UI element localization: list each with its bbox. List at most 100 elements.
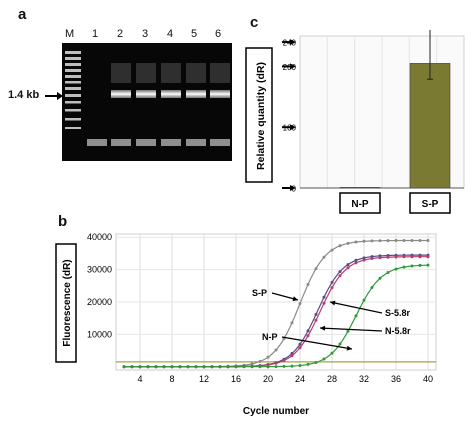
series-point	[322, 301, 326, 305]
x-tick-label: 20	[263, 374, 273, 384]
marker-ladder	[65, 51, 81, 129]
series-point	[146, 365, 150, 369]
gel-image	[62, 43, 232, 161]
annotation-arrowhead	[320, 325, 326, 331]
y-tick-label: 40000	[87, 232, 112, 242]
y-tick-arrowhead	[290, 39, 296, 46]
lane-label: 1	[92, 28, 99, 40]
smear	[111, 63, 230, 83]
series-point	[370, 239, 374, 243]
series-point	[170, 365, 174, 369]
series-point	[346, 241, 350, 245]
panel-c-letter: c	[250, 14, 259, 31]
series-point	[426, 239, 430, 242]
x-tick-label: 36	[391, 374, 401, 384]
x-axis-label: Cycle number	[243, 406, 309, 417]
lane-label: 6	[215, 28, 222, 40]
annotation-label: N-5.8r	[385, 326, 411, 336]
series-point	[338, 342, 342, 346]
series-point	[378, 239, 382, 243]
y-tick-label: 240	[283, 39, 297, 48]
series-point	[178, 365, 182, 369]
series-point	[314, 267, 318, 271]
series-point	[362, 298, 366, 302]
series-point	[386, 255, 390, 259]
y-tick-arrowhead	[290, 124, 296, 131]
line-plot-area: 4 8 12 16 20 24 28 32 36 40 10000 20000 30000 40000 Fl…	[55, 232, 437, 417]
series-point	[322, 255, 326, 259]
series-point	[378, 276, 382, 280]
series-point	[402, 239, 406, 242]
series-point	[378, 256, 382, 260]
series-point	[234, 365, 238, 369]
series-point	[410, 239, 414, 242]
series-point	[354, 261, 358, 265]
series-point	[306, 334, 310, 338]
series-point	[426, 255, 430, 259]
series-point	[282, 364, 286, 368]
series-point	[370, 286, 374, 289]
series-point	[338, 274, 342, 278]
lane-label: 4	[167, 28, 174, 40]
series-point	[306, 362, 310, 366]
series-point	[314, 318, 318, 322]
series-point	[314, 361, 318, 364]
series-point	[250, 362, 254, 366]
series-point	[418, 263, 422, 267]
series-point	[354, 314, 358, 318]
series-point	[298, 364, 302, 367]
annotation-arrowhead	[346, 345, 352, 351]
series-point	[338, 270, 342, 274]
series-point	[402, 255, 406, 259]
relative-quantity-bar-chart: Relative quantity (dR)0100200240N-PS-P	[245, 30, 465, 214]
annotation-arrow	[319, 327, 383, 332]
series-point	[346, 266, 350, 270]
series-point	[354, 258, 358, 262]
x-tick-label: 16	[231, 374, 241, 384]
series-point	[346, 263, 350, 267]
series-point	[290, 354, 294, 358]
ylabel-box	[55, 243, 77, 363]
y-tick-arrowhead	[290, 63, 296, 70]
x-tick-label: 40	[423, 374, 433, 384]
series-point	[258, 365, 262, 369]
y-axis-label: Relative quantity (dR)	[255, 62, 267, 170]
series-point	[394, 267, 398, 271]
x-tick-label: 32	[359, 374, 369, 384]
x-tick-label: 24	[295, 374, 305, 384]
series-point	[354, 240, 358, 244]
series-point	[394, 255, 398, 259]
series-point	[362, 239, 366, 243]
ylabel-box	[245, 47, 273, 183]
series-point	[306, 329, 310, 333]
series-point	[202, 365, 206, 369]
series-point	[386, 239, 390, 243]
annotation-label: S-5.8r	[385, 308, 411, 318]
y-axis-label: Fluorescence (dR)	[62, 259, 73, 346]
y-tick-label: 0	[292, 185, 297, 194]
series-point	[218, 365, 222, 369]
series-point	[282, 359, 286, 362]
bar	[409, 63, 451, 189]
series-point	[122, 365, 126, 369]
series-point	[346, 329, 350, 333]
series-point	[306, 283, 310, 286]
lane-label: 3	[142, 28, 149, 40]
panel-b-letter: b	[58, 213, 68, 230]
series-point	[290, 321, 294, 325]
series-point	[410, 255, 414, 259]
x-tick-label: 4	[137, 374, 142, 384]
x-tick-label: 28	[327, 374, 337, 384]
y-tick-arrowhead	[290, 185, 296, 191]
category-box	[339, 192, 381, 214]
annotation-arrowhead	[330, 300, 336, 306]
series-point	[298, 342, 302, 346]
series-point	[362, 258, 366, 262]
series-point	[242, 365, 246, 369]
series-point	[138, 365, 142, 369]
annotation-arrowhead	[292, 296, 298, 302]
annotation-label: S-P	[252, 288, 267, 298]
series-point	[186, 365, 190, 369]
series-point	[298, 346, 302, 350]
series-point	[154, 365, 158, 369]
